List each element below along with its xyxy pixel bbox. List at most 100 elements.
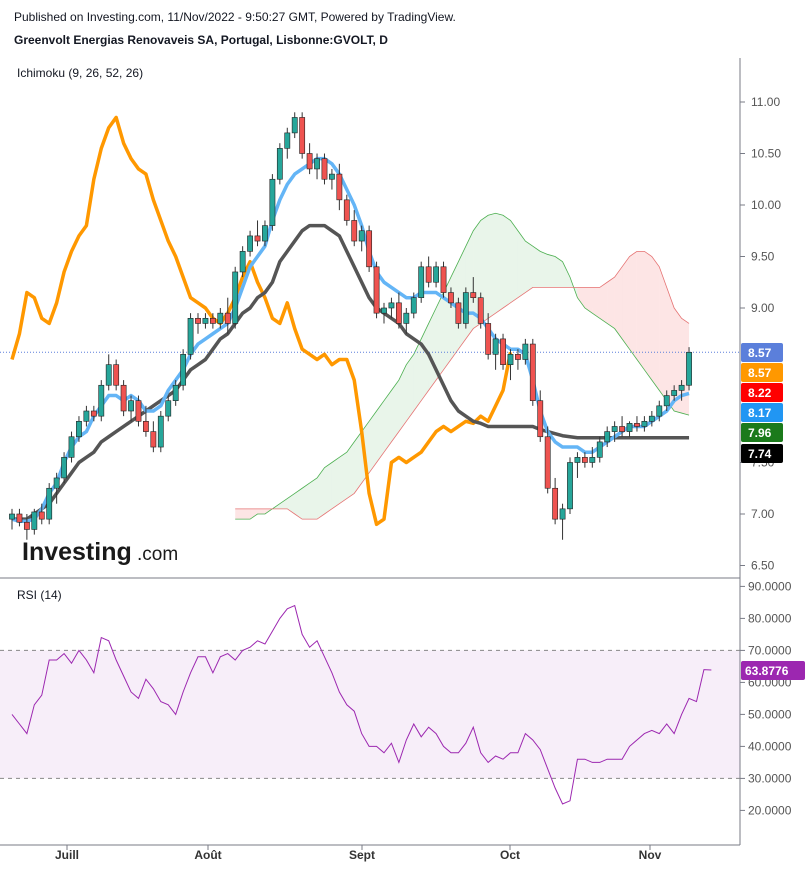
cloud-segment <box>450 261 459 360</box>
cloud-segment <box>555 256 563 288</box>
candle <box>187 313 194 360</box>
candle-body <box>515 354 521 360</box>
candle-body <box>343 199 350 221</box>
rsi-tick-label: 90.0000 <box>748 579 792 593</box>
candle-body <box>589 457 596 463</box>
candle-body <box>641 420 648 427</box>
cloud-segment <box>599 282 608 324</box>
candle <box>537 390 544 442</box>
candle-body <box>671 390 678 396</box>
price-badge: 8.57 <box>741 363 783 382</box>
price-badge-value: 8.57 <box>748 346 772 360</box>
candle-body <box>648 415 655 422</box>
candle <box>418 261 425 303</box>
candle <box>306 143 313 175</box>
candle-body <box>276 148 283 180</box>
price-badge-bg <box>741 383 783 402</box>
cloud-segment <box>413 338 422 411</box>
candle-body <box>321 158 328 180</box>
candle-body <box>388 302 395 309</box>
candle <box>589 447 596 468</box>
candle <box>157 411 164 453</box>
candle-body <box>403 312 410 324</box>
candlestick-series <box>9 112 692 540</box>
candle <box>448 287 454 308</box>
candle-body <box>209 317 216 324</box>
candle <box>284 127 291 159</box>
cloud-segment <box>250 508 258 520</box>
cloud-segment <box>503 215 511 308</box>
candle-body <box>217 312 224 324</box>
candle-body <box>604 431 611 443</box>
cloud-segment <box>584 287 593 314</box>
candle <box>604 426 611 448</box>
candle-body <box>284 132 291 149</box>
candle-body <box>76 420 82 438</box>
candle <box>120 380 127 417</box>
price-badge: 8.57 <box>741 343 783 362</box>
rsi-line <box>11 604 712 805</box>
candle <box>269 174 276 231</box>
cloud-segment <box>398 364 407 432</box>
candle <box>209 313 216 329</box>
candle <box>425 256 432 288</box>
cloud-segment <box>346 441 355 499</box>
cloud-segment <box>257 508 265 514</box>
candle <box>105 354 112 391</box>
candle <box>552 477 559 525</box>
chikou-span <box>10 115 513 527</box>
x-tick-label: Août <box>194 848 221 862</box>
cloud-segment <box>287 493 295 514</box>
price-badge-bg <box>741 363 783 382</box>
cloud-segment <box>651 256 660 391</box>
candle <box>611 421 618 442</box>
cloud-segment <box>421 323 429 401</box>
candle-body <box>440 266 447 293</box>
candle <box>90 405 97 422</box>
candle <box>366 225 373 272</box>
candle-body <box>410 297 417 314</box>
candle <box>329 168 335 190</box>
candle <box>224 297 231 334</box>
candle-body <box>351 220 358 242</box>
candle-body <box>299 117 306 154</box>
cloud-segment <box>562 261 570 288</box>
candle <box>492 333 499 370</box>
rsi-tick-label: 80.0000 <box>748 611 792 625</box>
candle <box>23 514 30 540</box>
candle-body <box>157 415 164 448</box>
candle <box>61 452 67 484</box>
candle <box>648 411 655 427</box>
candle <box>641 416 648 432</box>
candle-body <box>165 400 172 417</box>
investing-logo: Investing .com <box>22 538 178 566</box>
candle-body <box>269 178 276 226</box>
candle <box>291 112 298 139</box>
price-tick-label: 10.00 <box>751 198 781 212</box>
cloud-segment <box>525 241 533 293</box>
candle <box>135 395 142 427</box>
price-badge: 7.96 <box>741 423 783 442</box>
candle <box>477 292 484 329</box>
candle <box>507 349 514 381</box>
candle <box>485 313 492 360</box>
candle <box>46 483 53 525</box>
ichimoku-label: Ichimoku (9, 26, 52, 26) <box>17 66 144 80</box>
candle-body <box>329 173 335 180</box>
candle <box>671 385 678 401</box>
candle-body <box>537 400 544 438</box>
rsi-label: RSI (14) <box>17 588 62 602</box>
x-tick-label: Nov <box>639 848 662 862</box>
candle-body <box>663 395 670 407</box>
candle <box>410 292 417 319</box>
candle-body <box>477 297 484 324</box>
published-note: Published on Investing.com, 11/Nov/2022 … <box>14 10 456 24</box>
rsi-badge: 63.8776 <box>741 660 805 680</box>
ichimoku-cloud <box>235 212 690 520</box>
candle <box>395 292 402 329</box>
price-badge-value: 8.22 <box>748 386 772 400</box>
logo-brand: Investing <box>22 538 132 566</box>
candle-body <box>314 158 320 170</box>
candle <box>358 225 365 252</box>
